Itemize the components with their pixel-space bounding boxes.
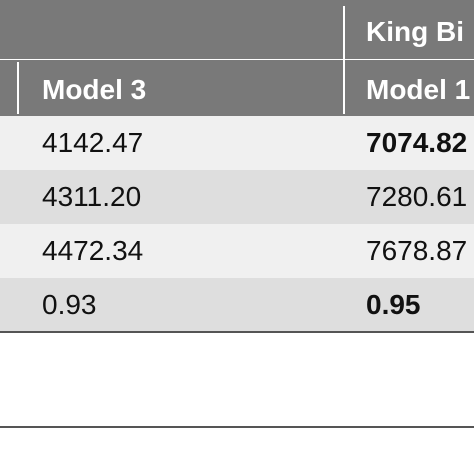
cell-model-1: 7678.87 [366, 235, 468, 266]
column-header-model-3: Model 3 [42, 74, 147, 105]
header-divider-right [343, 6, 345, 114]
cell-model-3: 4472.34 [42, 235, 144, 266]
table-row: 4311.20 7280.61 [0, 170, 474, 224]
cell-model-3: 4142.47 [42, 127, 144, 158]
table-row: 4142.47 7074.82 [0, 116, 474, 170]
cell-model-1: 0.95 [366, 289, 421, 320]
header-divider-left [17, 62, 19, 114]
table-row: 0.93 0.95 [0, 278, 474, 332]
footer-rule [0, 426, 474, 428]
column-header-model-1: Model 1 [366, 74, 471, 105]
table-row: 4472.34 7678.87 [0, 224, 474, 278]
cell-model-1: 7280.61 [366, 181, 468, 212]
cell-model-3: 0.93 [42, 289, 97, 320]
table-bottom-rule [0, 331, 474, 333]
header-group-row: King Bi [0, 0, 474, 60]
group-header-king: King Bi [366, 16, 464, 47]
cell-model-1: 7074.82 [366, 127, 468, 158]
header-column-row: Model 3 Model 1 [0, 60, 474, 116]
cell-model-3: 4311.20 [42, 181, 142, 212]
